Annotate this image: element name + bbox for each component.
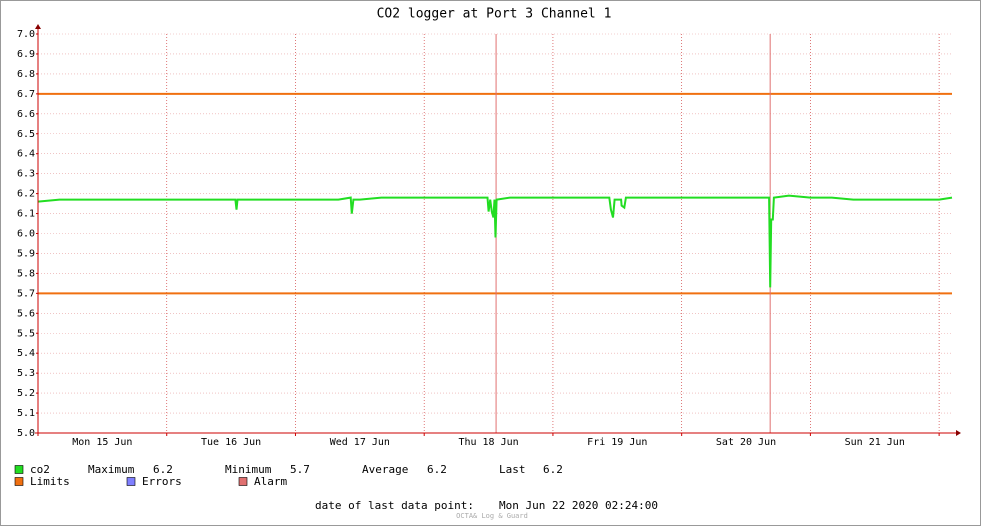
y-tick-label: 5.7 — [17, 288, 35, 299]
y-tick-label: 5.9 — [17, 248, 35, 259]
y-tick-label: 6.1 — [17, 209, 35, 220]
x-tick-label: Wed 17 Jun — [330, 437, 390, 448]
stat-value: 6.2 — [543, 463, 563, 476]
y-tick-label: 5.4 — [17, 348, 35, 359]
y-tick-label: 6.5 — [17, 129, 35, 140]
stat-label: Maximum — [88, 463, 135, 476]
footer-value: Mon Jun 22 2020 02:24:00 — [499, 499, 658, 512]
legend-swatch — [238, 477, 248, 486]
x-axis-arrow — [956, 430, 961, 436]
legend-label: Limits — [30, 475, 70, 488]
y-tick-label: 6.9 — [17, 49, 35, 60]
legend-swatch — [14, 465, 24, 474]
y-tick-label: 6.3 — [17, 169, 35, 180]
y-tick-label: 5.1 — [17, 408, 35, 419]
legend-swatch — [126, 477, 136, 486]
legend-label: co2 — [30, 463, 50, 476]
y-tick-label: 5.8 — [17, 268, 35, 279]
stat-label: Minimum — [225, 463, 272, 476]
y-tick-label: 5.6 — [17, 308, 35, 319]
data-line — [37, 194, 953, 288]
y-tick-label: 6.6 — [17, 109, 35, 120]
stat-label: Last — [499, 463, 526, 476]
legend-swatch — [14, 477, 24, 486]
watermark: OCTA& Log & Guard — [456, 512, 528, 520]
footer-label: date of last data point: — [315, 499, 474, 512]
y-tick-label: 6.7 — [17, 89, 35, 100]
x-tick-label: Thu 18 Jun — [458, 437, 518, 448]
x-tick-label: Sat 20 Jun — [716, 437, 776, 448]
stat-label: Average — [362, 463, 408, 476]
y-tick-label: 5.5 — [17, 328, 35, 339]
y-tick-label: 5.2 — [17, 388, 35, 399]
x-tick-label: Fri 19 Jun — [587, 437, 647, 448]
x-tick-label: Sun 21 Jun — [845, 437, 905, 448]
y-tick-label: 6.0 — [17, 229, 35, 240]
y-tick-label: 6.4 — [17, 149, 35, 160]
legend-label: Errors — [142, 475, 182, 488]
y-tick-label: 6.8 — [17, 69, 35, 80]
y-axis-arrow — [35, 24, 41, 29]
y-tick-label: 5.3 — [17, 368, 35, 379]
chart-title: CO2 logger at Port 3 Channel 1 — [377, 7, 612, 22]
legend-label: Alarm — [254, 475, 287, 488]
stat-value: 6.2 — [427, 463, 447, 476]
x-tick-label: Mon 15 Jun — [72, 437, 132, 448]
stat-value: 6.2 — [153, 463, 173, 476]
stat-value: 5.7 — [290, 463, 310, 476]
y-tick-label: 7.0 — [17, 29, 35, 40]
x-tick-label: Tue 16 Jun — [201, 437, 261, 448]
y-tick-label: 6.2 — [17, 189, 35, 200]
y-tick-label: 5.0 — [17, 428, 35, 439]
